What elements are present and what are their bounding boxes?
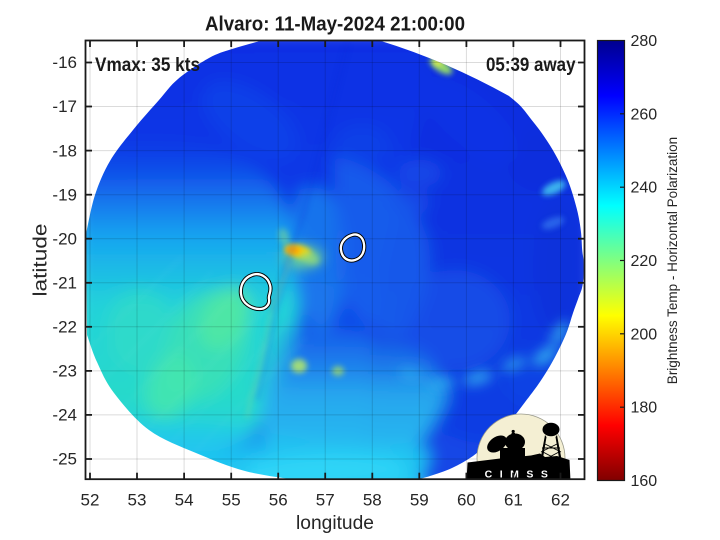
- svg-text:57: 57: [316, 491, 335, 510]
- svg-text:53: 53: [128, 491, 147, 510]
- svg-text:56: 56: [269, 491, 288, 510]
- svg-text:-18: -18: [52, 141, 77, 160]
- svg-text:260: 260: [631, 106, 658, 123]
- svg-text:280: 280: [631, 33, 658, 50]
- svg-text:160: 160: [631, 473, 658, 490]
- svg-text:-22: -22: [52, 318, 77, 337]
- svg-text:Brightness Temp - Horizontal P: Brightness Temp - Horizontal Polarizatio…: [665, 137, 680, 384]
- svg-text:-16: -16: [52, 53, 77, 72]
- svg-text:60: 60: [457, 491, 476, 510]
- svg-text:Vmax: 35 kts: Vmax: 35 kts: [95, 55, 200, 76]
- svg-text:-25: -25: [52, 450, 77, 469]
- svg-text:latitude: latitude: [31, 224, 52, 297]
- svg-text:220: 220: [631, 253, 658, 270]
- svg-text:-19: -19: [52, 185, 77, 204]
- svg-text:-24: -24: [52, 406, 77, 425]
- svg-text:-17: -17: [52, 97, 77, 116]
- svg-text:200: 200: [631, 326, 658, 343]
- svg-text:05:39 away: 05:39 away: [486, 55, 576, 76]
- svg-text:CIMSS: CIMSS: [485, 469, 556, 481]
- svg-text:54: 54: [175, 491, 194, 510]
- svg-text:-23: -23: [52, 362, 77, 381]
- svg-text:Alvaro: 11-May-2024 21:00:00: Alvaro: 11-May-2024 21:00:00: [205, 13, 465, 36]
- svg-text:61: 61: [504, 491, 523, 510]
- svg-text:180: 180: [631, 400, 658, 417]
- svg-text:55: 55: [222, 491, 241, 510]
- svg-text:59: 59: [410, 491, 429, 510]
- svg-text:52: 52: [81, 491, 100, 510]
- svg-text:240: 240: [631, 180, 658, 197]
- svg-text:-21: -21: [52, 274, 77, 293]
- svg-text:-20: -20: [52, 229, 77, 248]
- svg-text:58: 58: [363, 491, 382, 510]
- svg-text:longitude: longitude: [296, 513, 374, 534]
- svg-text:62: 62: [551, 491, 570, 510]
